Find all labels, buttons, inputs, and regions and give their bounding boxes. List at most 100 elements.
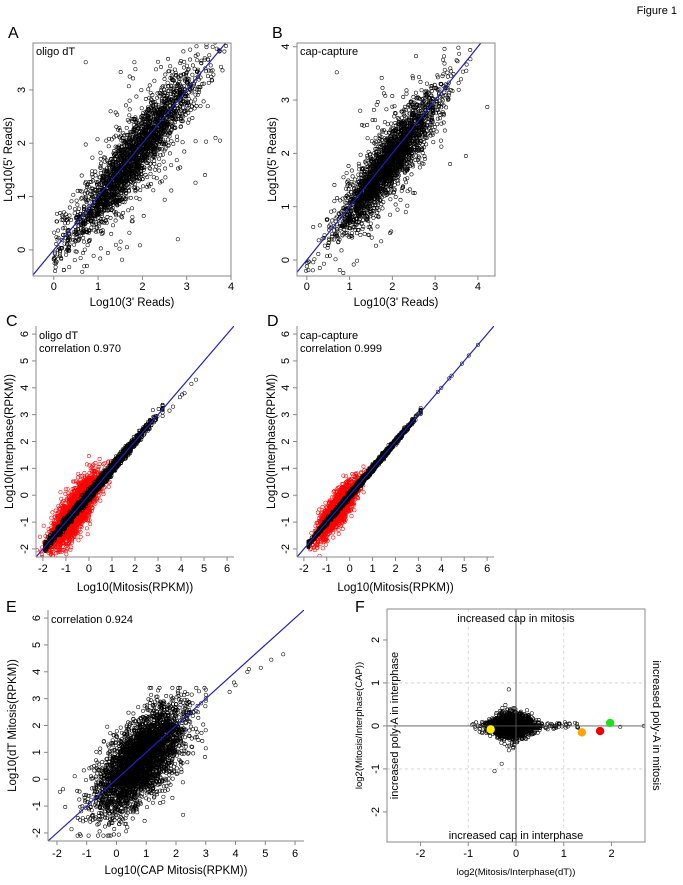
data-point [188,57,193,62]
data-point [116,179,120,184]
data-point [91,216,96,221]
data-point [184,108,189,113]
data-point [316,252,321,256]
data-point [311,225,316,229]
data-point [394,178,399,183]
data-point [78,223,83,228]
data-point [447,91,451,96]
data-point [170,116,175,121]
data-point [430,117,435,122]
data-point [108,163,113,168]
data-point [142,165,147,170]
data-point [136,134,141,139]
data-point [413,90,418,95]
data-point [335,227,340,232]
data-point [157,128,162,133]
data-point [67,234,72,239]
data-point [108,184,112,189]
data-point [102,155,107,160]
data-point [366,203,371,208]
data-point [111,165,116,170]
data-point [157,168,162,173]
data-point [306,259,311,264]
data-point [159,179,164,184]
data-point [153,102,158,107]
data-point [392,104,397,109]
data-point [103,170,108,175]
data-point [167,69,172,74]
data-point [155,95,160,100]
data-point [137,197,142,202]
data-point [69,217,74,222]
data-point [195,52,200,57]
data-point [106,160,111,165]
data-point [152,145,157,150]
data-point [130,146,135,151]
data-point [132,60,137,65]
data-point [347,216,352,221]
data-point [54,219,59,224]
data-point [182,59,187,64]
data-point [108,187,113,192]
data-point [416,154,421,159]
data-point [55,237,60,242]
data-point [54,235,59,240]
data-point [129,130,134,135]
data-point [178,108,183,113]
data-point [89,196,94,201]
data-point [115,112,120,117]
data-point [335,229,340,234]
data-point [439,138,443,143]
data-point [83,60,88,65]
data-point [373,142,378,147]
data-point [95,137,100,142]
data-point [403,210,408,215]
data-point [125,132,130,137]
data-point [136,136,141,141]
data-point [442,111,446,116]
data-point [185,78,189,83]
data-point [133,187,138,192]
data-point [57,249,62,254]
data-point [183,94,188,98]
data-point [430,131,435,136]
data-point [90,174,95,179]
data-point [54,261,58,266]
data-point [72,258,77,263]
data-point [327,253,332,258]
data-point [184,70,189,75]
x-tick-label: 3 [184,281,190,293]
data-point [85,243,90,248]
data-point [131,138,136,143]
data-point [122,180,126,185]
data-point [398,149,403,154]
data-point [107,194,111,199]
data-point [127,107,132,112]
data-point [133,167,138,172]
data-point [176,76,181,81]
data-point [179,114,184,119]
data-point [410,74,415,79]
data-point [365,200,370,205]
data-point [425,99,430,104]
data-point [442,61,447,66]
data-point [435,122,440,127]
data-point [166,88,170,93]
data-point [105,215,110,219]
data-point [402,128,407,133]
data-point [392,132,397,137]
data-point [400,186,405,190]
data-point [126,208,131,213]
data-point [52,250,57,255]
data-point [168,83,173,88]
data-point [140,117,145,122]
data-point [405,161,410,166]
data-point [166,56,171,61]
data-point [411,145,416,150]
data-point [140,152,145,157]
data-point [191,13,194,16]
data-point [423,131,427,136]
data-point [61,268,66,273]
data-point [438,81,443,86]
data-point [454,37,457,40]
